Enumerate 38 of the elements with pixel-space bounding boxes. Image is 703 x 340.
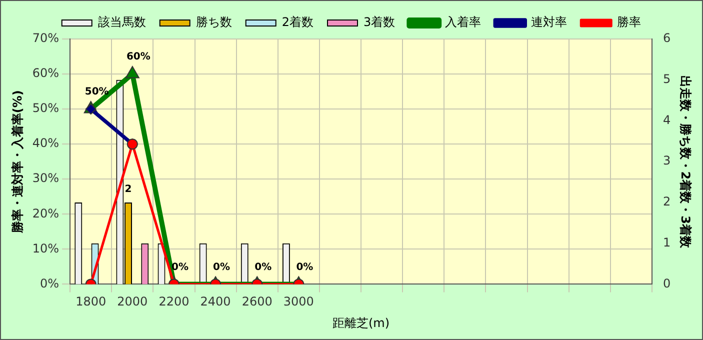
y2-tick-label: 5 (662, 72, 671, 86)
x-tick-label: 2000 (117, 294, 148, 309)
x-tick-label: 1800 (76, 294, 106, 309)
legend-label: 勝率 (617, 15, 642, 30)
x-tick-label: 3000 (283, 294, 314, 309)
data-label: 50% (84, 86, 109, 98)
data-label: 2 (124, 184, 132, 196)
data-label: 0% (254, 262, 272, 273)
x-tick-label: 2600 (242, 294, 272, 309)
x-tick-label: 2400 (200, 294, 231, 309)
y-tick-label: 30% (32, 171, 60, 186)
legend-label: 2着数 (282, 15, 314, 30)
y-tick-label: 20% (32, 206, 60, 220)
legend-label: 勝ち数 (196, 15, 232, 30)
point (125, 66, 140, 78)
y-tick-label: 40% (32, 136, 60, 150)
legend-label: 該当馬数 (98, 15, 146, 30)
y-axis-title: 勝率・連対率・入着率(%) (10, 90, 24, 234)
x-tick-label: 2200 (158, 294, 190, 309)
x-axis-title: 距離芝(m) (332, 316, 390, 330)
y2-tick-label: 6 (662, 31, 671, 46)
legend-label: 入着率 (445, 15, 482, 30)
y2-tick-label: 3 (662, 154, 671, 168)
y2-tick-label: 0 (662, 276, 671, 290)
y2-tick-label: 4 (662, 112, 671, 127)
y-tick-label: 50% (32, 101, 60, 116)
y-tick-label: 10% (32, 241, 60, 256)
y2-tick-label: 1 (662, 235, 671, 250)
y-tick-label: 60% (32, 66, 60, 80)
legend-label: 連対率 (531, 15, 568, 30)
data-label: 0% (296, 262, 314, 273)
y2-tick-label: 2 (662, 194, 671, 209)
y-tick-label: 0% (40, 276, 60, 290)
data-label: 0% (213, 262, 230, 273)
data-label: 60% (126, 52, 150, 63)
y-tick-label: 70% (32, 31, 60, 46)
y2-axis-title: 出走数・勝ち数・2着数・3着数 (678, 75, 693, 249)
legend-label: 3着数 (364, 15, 396, 30)
